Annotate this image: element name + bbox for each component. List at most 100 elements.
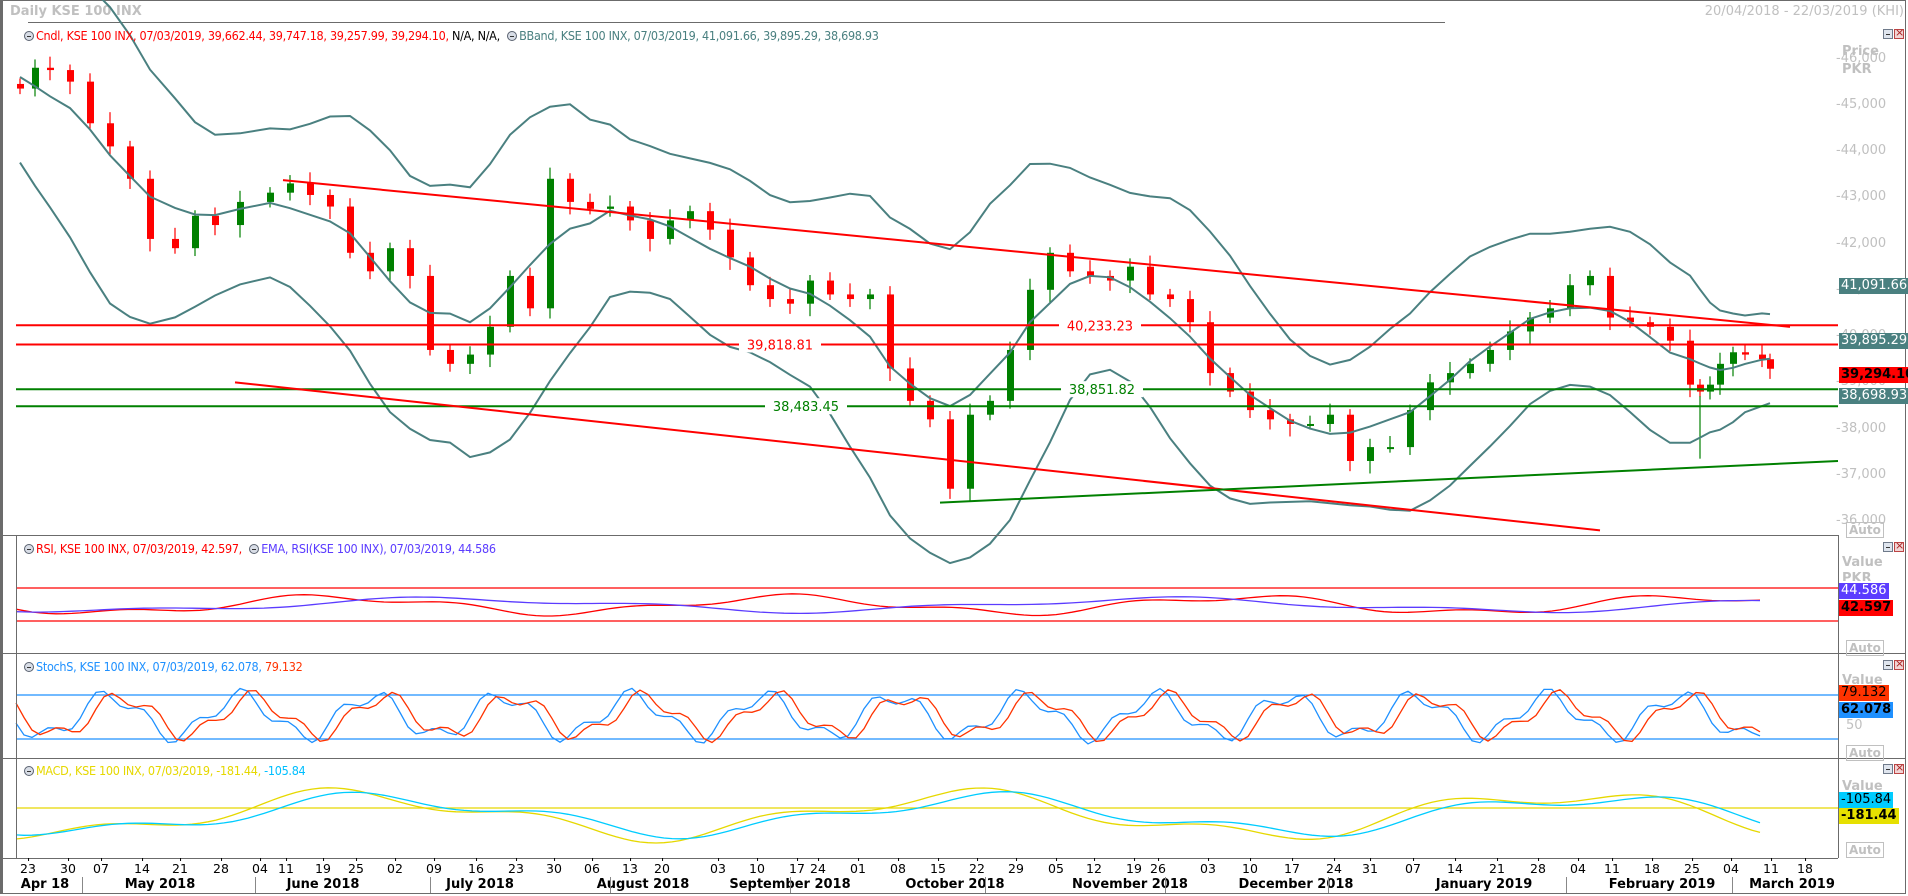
clock-icon[interactable] [24, 31, 34, 41]
date-tick: 06 [584, 858, 600, 876]
rsi-auto-scale-button[interactable]: Auto [1846, 640, 1884, 656]
month-separator [1732, 877, 1733, 893]
price-tick: -44,000 [1836, 143, 1887, 159]
clock-icon[interactable] [507, 31, 518, 41]
price-pane-buttons [1883, 26, 1904, 39]
date-tick: 22 [969, 858, 985, 876]
bear-candle [747, 257, 754, 286]
bear-candle [1227, 373, 1234, 392]
date-tick: 05 [1048, 858, 1064, 876]
bear-candle [567, 178, 574, 202]
level-label-bg [765, 398, 847, 415]
bear-candle [1187, 299, 1194, 323]
date-tick: 25 [1684, 858, 1700, 876]
date-tick: 17 [789, 858, 805, 876]
bull-candle [1447, 373, 1454, 383]
rsi-ema-legend-text: EMA, RSI(KSE 100 INX), 07/03/2019, 44.58… [261, 541, 496, 556]
date-tick: 10 [1242, 858, 1258, 876]
close-pane-icon[interactable] [1894, 761, 1904, 774]
date-tick: 11 [278, 858, 294, 876]
price-tick: -36,000 [1836, 513, 1887, 529]
rsi-pane-border [0, 535, 1838, 536]
date-tick: 04 [1723, 858, 1739, 876]
macd-axis-title: Value [1842, 779, 1883, 791]
month-separator [1165, 877, 1166, 893]
rsi-axis-title: Value [1842, 555, 1883, 570]
date-tick: 18 [1797, 858, 1813, 876]
minimize-pane-icon[interactable] [1883, 29, 1893, 39]
bull-candle [1467, 363, 1474, 374]
stoch-axis-title: Value [1842, 673, 1883, 685]
bull-candle [687, 211, 694, 221]
date-tick: 04 [252, 858, 268, 876]
title-divider [28, 22, 1445, 23]
candle-legend-text: Cndl, KSE 100 INX, 07/03/2019, 39,662.44… [36, 28, 449, 43]
date-tick: 21 [1489, 858, 1505, 876]
close-pane-icon[interactable] [1894, 657, 1904, 670]
bear-candle [212, 215, 219, 226]
window-title: Daily KSE 100 INX [10, 4, 142, 19]
bear-candle [107, 123, 114, 147]
clock-icon[interactable] [249, 544, 260, 554]
date-axis[interactable]: 23 30 07 14 21 28 04 11 19 25 02 09 16 23 30 06 13 20 03 10… [0, 858, 1838, 895]
bear-candle [767, 285, 774, 300]
trendline [282, 179, 1791, 328]
bear-candle [927, 400, 934, 420]
bear-candle [1759, 354, 1766, 360]
level-label: 38,483.45 [773, 400, 839, 415]
bull-candle [1487, 349, 1494, 364]
price-value-tag: 39,895.29 [1839, 332, 1908, 349]
bear-candle [527, 275, 534, 309]
bear-candle [1247, 391, 1254, 411]
close-pane-icon[interactable] [1894, 539, 1904, 552]
rsi-ema-value-tag: 44.586 [1839, 583, 1889, 599]
minimize-pane-icon[interactable] [1883, 542, 1893, 552]
bear-candle [347, 206, 354, 253]
bear-candle [307, 183, 314, 195]
price-tick: -42,000 [1836, 235, 1887, 251]
month-label: January 2019 [1435, 877, 1533, 892]
clock-icon[interactable] [24, 766, 34, 776]
macd-auto-scale-button[interactable]: Auto [1846, 842, 1884, 858]
bear-candle [172, 238, 179, 249]
clock-icon[interactable] [24, 662, 34, 672]
month-separator [1566, 877, 1567, 893]
stoch-tick-50: 50 [1846, 718, 1863, 733]
bband-upper-line [101, 0, 1771, 366]
bear-candle [847, 294, 854, 300]
bear-candle [1147, 266, 1154, 295]
rsi-legend: RSI, KSE 100 INX, 07/03/2019, 42.597, EM… [24, 541, 496, 556]
minimize-pane-icon[interactable] [1883, 764, 1893, 774]
candle-legend-na: N/A, N/A, [448, 28, 500, 43]
month-label: February 2019 [1608, 877, 1716, 892]
bband-middle-line [19, 76, 1771, 435]
bear-candle [1697, 384, 1704, 392]
date-tick: 14 [1447, 858, 1463, 876]
bear-candle [67, 70, 74, 82]
bear-candle [707, 211, 714, 230]
macd-signal-legend-text: -105.84 [260, 763, 306, 778]
bear-candle [1687, 340, 1694, 385]
bear-candle [647, 220, 654, 239]
bull-candle [1730, 352, 1737, 364]
close-pane-icon[interactable] [1894, 26, 1904, 39]
date-tick: 24 [810, 858, 826, 876]
minimize-pane-icon[interactable] [1883, 660, 1893, 670]
stoch-auto-scale-button[interactable]: Auto [1846, 745, 1884, 761]
bear-candle [367, 252, 374, 272]
clock-icon[interactable] [24, 544, 34, 554]
month-separator [790, 877, 791, 893]
price-auto-scale-button[interactable]: Auto [1846, 522, 1884, 538]
bull-candle [387, 248, 394, 272]
date-tick: 17 [1284, 858, 1300, 876]
bull-candle [1327, 414, 1334, 424]
bear-candle [1627, 317, 1634, 323]
date-tick: 11 [1604, 858, 1620, 876]
bull-candle [1027, 289, 1034, 350]
bull-candle [267, 192, 274, 202]
bull-candle [867, 294, 874, 300]
bear-candle [1742, 352, 1749, 355]
date-tick: 10 [749, 858, 765, 876]
bull-candle [1367, 447, 1374, 461]
